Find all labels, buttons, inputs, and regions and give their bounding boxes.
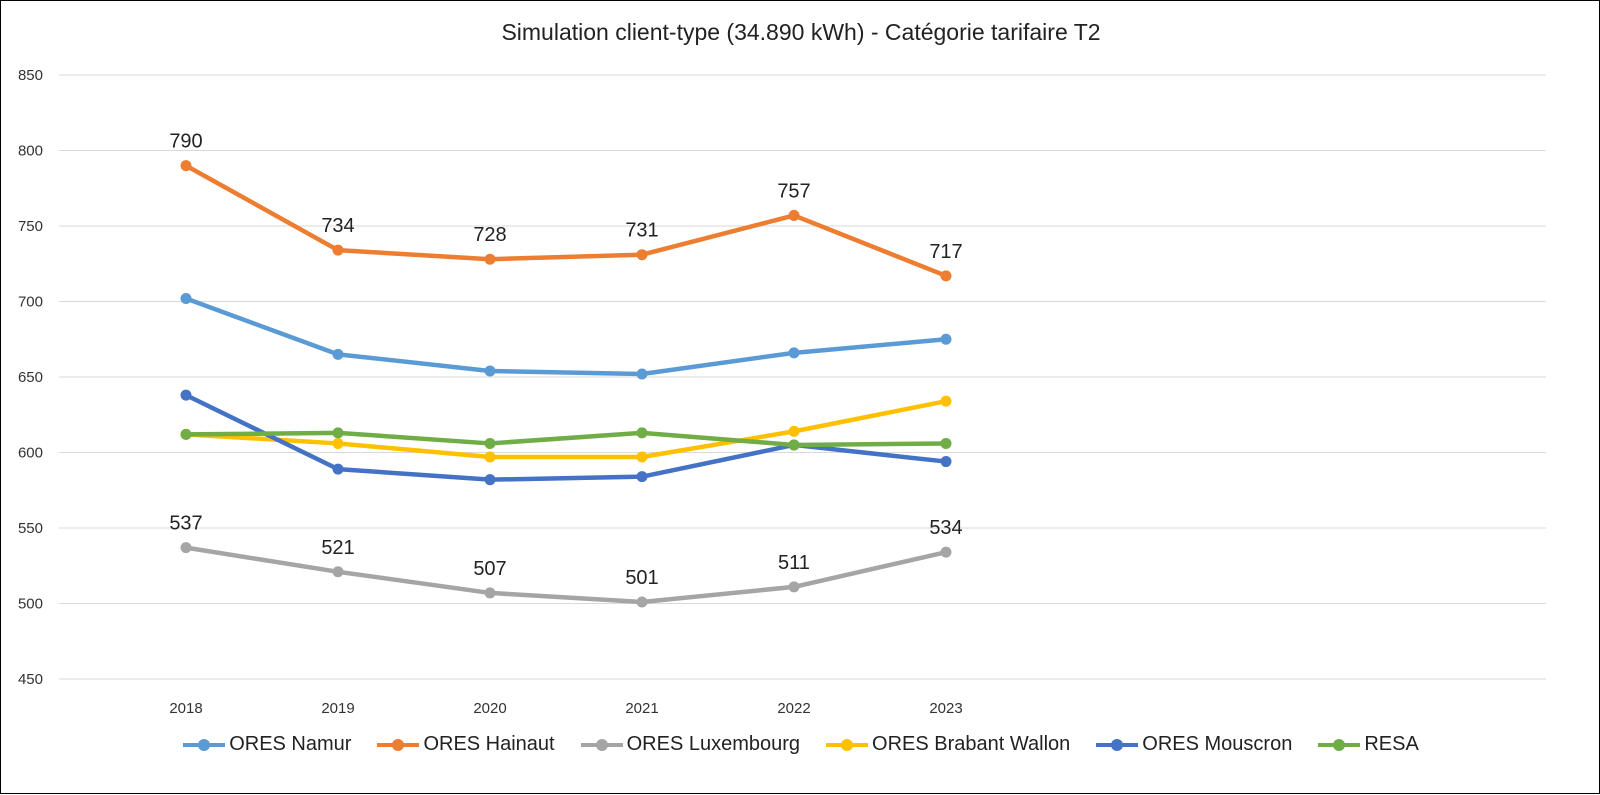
- y-tick-label: 500: [18, 596, 43, 613]
- legend-item-ores-hainaut: ORES Hainaut: [377, 733, 555, 756]
- legend-label: ORES Brabant Wallon: [872, 733, 1071, 755]
- y-tick-label: 750: [18, 218, 43, 235]
- data-point-ores-brabant-wallon: [940, 395, 952, 407]
- data-label-ores-luxembourg: 521: [321, 537, 354, 559]
- legend-marker-icon: [183, 738, 226, 751]
- legend-item-ores-luxembourg: ORES Luxembourg: [580, 733, 801, 756]
- x-tick-label: 2020: [473, 700, 506, 717]
- x-tick-label: 2023: [929, 700, 962, 717]
- data-label-ores-hainaut: 790: [169, 131, 202, 153]
- data-point-ores-namur: [940, 333, 952, 345]
- data-label-ores-hainaut: 731: [625, 220, 658, 242]
- data-label-ores-luxembourg: 501: [625, 567, 658, 589]
- data-point-ores-mouscron: [484, 474, 496, 486]
- data-point-ores-hainaut: [788, 209, 800, 221]
- data-point-ores-namur: [332, 348, 344, 360]
- data-point-ores-mouscron: [180, 389, 192, 401]
- data-label-ores-hainaut: 717: [929, 241, 962, 263]
- data-point-ores-luxembourg: [332, 566, 344, 578]
- series-lines: [180, 160, 952, 608]
- legend-label: ORES Hainaut: [423, 733, 555, 755]
- legend-label: ORES Luxembourg: [626, 733, 801, 755]
- x-tick-label: 2021: [625, 700, 658, 717]
- y-tick-label: 700: [18, 294, 43, 311]
- legend-marker-icon: [580, 738, 623, 751]
- legend-marker-icon: [377, 738, 420, 751]
- y-axis: 850 800 750 700 650 600 550 500 450: [18, 67, 43, 688]
- data-point-ores-brabant-wallon: [788, 425, 800, 437]
- data-point-resa: [940, 437, 952, 449]
- y-tick-label: 450: [18, 671, 43, 688]
- data-point-ores-brabant-wallon: [332, 437, 344, 449]
- legend-item-ores-brabant-wallon: ORES Brabant Wallon: [826, 733, 1070, 756]
- data-point-ores-namur: [484, 365, 496, 377]
- data-point-ores-luxembourg: [636, 596, 648, 608]
- data-point-ores-hainaut: [180, 160, 192, 172]
- gridlines: [59, 74, 1546, 680]
- data-point-ores-mouscron: [332, 463, 344, 475]
- data-label-ores-hainaut: 728: [473, 224, 506, 246]
- data-point-resa: [636, 427, 648, 439]
- data-point-ores-brabant-wallon: [484, 451, 496, 463]
- legend-item-resa: RESA: [1318, 733, 1419, 756]
- series-line-ores-mouscron: [185, 393, 947, 482]
- series-line-ores-luxembourg: [185, 545, 947, 605]
- legend: ORES Namur ORES Hainaut ORES Luxembourg ORE…: [1, 733, 1600, 756]
- x-tick-label: 2022: [777, 700, 810, 717]
- y-tick-label: 600: [18, 445, 43, 462]
- data-point-ores-namur: [636, 368, 648, 380]
- data-point-ores-mouscron: [940, 456, 952, 468]
- series-line-ores-namur: [185, 296, 947, 377]
- data-point-resa: [332, 427, 344, 439]
- data-point-ores-brabant-wallon: [636, 451, 648, 463]
- series-line-resa: [185, 430, 947, 448]
- y-tick-label: 800: [18, 143, 43, 160]
- data-label-ores-luxembourg: 507: [473, 558, 506, 580]
- data-label-ores-luxembourg: 511: [778, 552, 810, 574]
- data-label-ores-hainaut: 734: [321, 215, 354, 237]
- data-point-ores-luxembourg: [788, 581, 800, 593]
- x-tick-label: 2018: [169, 700, 202, 717]
- legend-item-ores-mouscron: ORES Mouscron: [1096, 733, 1292, 756]
- data-labels: 790 734 728 731 757 717 537 521 507 501 511 534: [169, 131, 962, 589]
- chart-title: Simulation client-type (34.890 kWh) - Ca…: [501, 19, 1101, 45]
- data-point-ores-luxembourg: [484, 587, 496, 599]
- legend-label: ORES Mouscron: [1142, 733, 1293, 755]
- y-tick-label: 850: [18, 67, 43, 84]
- data-point-resa: [180, 428, 192, 440]
- data-point-ores-namur: [788, 347, 800, 359]
- legend-marker-icon: [1318, 738, 1361, 751]
- data-point-ores-hainaut: [484, 253, 496, 265]
- legend-marker-icon: [826, 738, 869, 751]
- data-label-ores-luxembourg: 534: [929, 517, 962, 539]
- series-line-ores-hainaut: [184, 163, 947, 278]
- data-label-ores-hainaut: 757: [777, 180, 810, 202]
- data-point-ores-luxembourg: [180, 542, 192, 554]
- data-point-ores-namur: [180, 292, 192, 304]
- x-tick-label: 2019: [321, 700, 354, 717]
- legend-label: RESA: [1364, 733, 1419, 755]
- legend-item-ores-namur: ORES Namur: [183, 733, 351, 756]
- y-tick-label: 550: [18, 520, 43, 537]
- data-point-ores-hainaut: [636, 249, 648, 261]
- y-tick-label: 650: [18, 369, 43, 386]
- data-point-ores-luxembourg: [940, 546, 952, 558]
- data-point-resa: [484, 437, 496, 449]
- data-point-resa: [788, 439, 800, 451]
- legend-marker-icon: [1096, 738, 1139, 751]
- data-point-ores-mouscron: [636, 471, 648, 483]
- x-axis: 2018 2019 2020 2021 2022 2023: [169, 700, 962, 717]
- series-line-ores-brabant-wallon: [185, 398, 947, 460]
- data-point-ores-hainaut: [940, 270, 952, 282]
- data-label-ores-luxembourg: 537: [169, 513, 202, 535]
- data-point-ores-hainaut: [332, 244, 344, 256]
- legend-label: ORES Namur: [229, 733, 352, 755]
